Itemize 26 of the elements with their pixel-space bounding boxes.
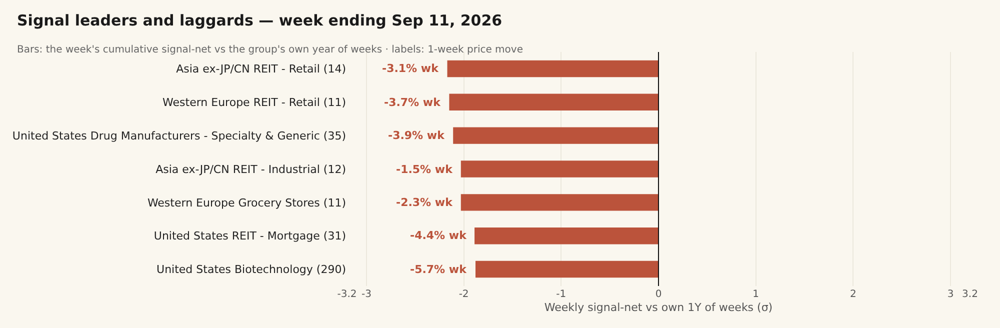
- annotation: -4.4% wk: [410, 229, 468, 242]
- chart-subtitle: Bars: the week's cumulative signal-net vs the group's own year of weeks · labels: 1-week price move: [17, 44, 523, 56]
- x-tick-label: -2: [458, 289, 469, 300]
- annotation: -3.1% wk: [382, 62, 440, 75]
- y-tick-label: Asia ex-JP/CN REIT - Retail (14): [176, 62, 346, 76]
- x-tick-label: 3.2: [962, 289, 978, 300]
- x-tick-label: 2: [850, 289, 856, 300]
- y-tick-label: Western Europe REIT - Retail (11): [162, 96, 346, 109]
- y-tick-label: United States REIT - Mortgage (31): [154, 230, 346, 243]
- x-tick-label: 3: [947, 289, 954, 300]
- y-tick-label: United States Biotechnology (290): [156, 263, 346, 276]
- x-tick-label: -1: [556, 289, 566, 300]
- annotation: -3.9% wk: [388, 129, 446, 142]
- annotation: -5.7% wk: [410, 263, 468, 276]
- y-tick-label: Asia ex-JP/CN REIT - Industrial (12): [156, 162, 346, 176]
- chart-title: Signal leaders and laggards — week ending Sep 11, 2026: [17, 11, 502, 30]
- annotation: -2.3% wk: [396, 196, 454, 209]
- x-tick-label: -3.2: [337, 289, 357, 300]
- y-tick-label: Western Europe Grocery Stores (11): [147, 196, 346, 210]
- x-tick-label: 0: [655, 289, 662, 300]
- annotation: -3.7% wk: [384, 96, 442, 109]
- y-tick-label: United States Drug Manufacturers - Specialty & Generic (35): [12, 129, 346, 142]
- x-axis-title: Weekly signal-net vs own 1Y of weeks (σ): [544, 301, 773, 314]
- x-tick-label: -3: [361, 289, 372, 300]
- x-tick-label: 1: [752, 289, 760, 300]
- annotation: -1.5% wk: [396, 163, 454, 176]
